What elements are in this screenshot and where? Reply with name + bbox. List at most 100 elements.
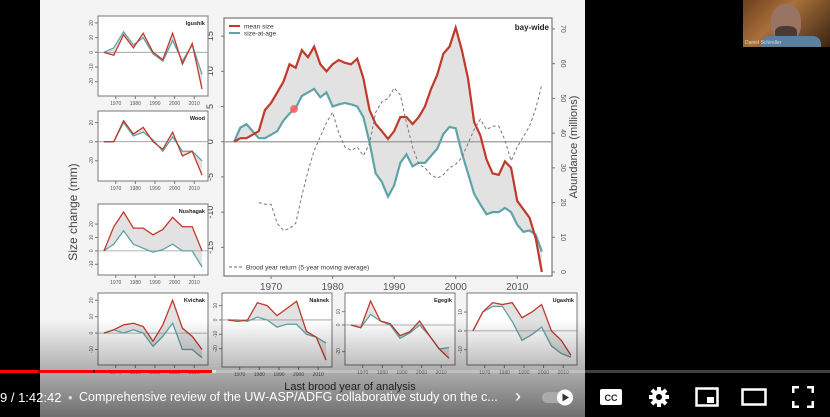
theater-icon (741, 388, 767, 406)
settings-button[interactable] (646, 384, 672, 410)
x-tick-label: 2000 (445, 282, 468, 293)
x-tick-label: 1980 (130, 280, 141, 286)
mean-size-line (233, 23, 543, 273)
y-tick-label: 20 (89, 20, 95, 26)
panel-frame (221, 292, 333, 368)
chapter-chevron-icon[interactable]: › (515, 386, 521, 406)
fullscreen-button[interactable] (790, 384, 816, 410)
brood-return-line (258, 84, 543, 231)
mean-size-line (103, 119, 203, 176)
x-tick-label: 1980 (130, 101, 141, 107)
gap-fill (350, 301, 450, 359)
y2-tick-label: 60 (559, 60, 566, 68)
miniplayer-button[interactable] (694, 384, 720, 410)
panel-frame (97, 15, 209, 97)
x-tick-label: 1970 (110, 280, 121, 286)
main-y-tick-label: 5 (205, 104, 215, 109)
y-tick-label: 0 (89, 140, 95, 143)
gear-icon (649, 387, 669, 407)
theater-mode-button[interactable] (741, 384, 767, 410)
panel-frame (97, 110, 209, 182)
progress-played (0, 370, 212, 373)
y-tick-label: -10 (89, 260, 95, 267)
autoplay-icon (542, 389, 573, 406)
y-tick-label: 0 (89, 331, 95, 334)
panel-title: bay-wide (515, 23, 550, 32)
x-tick-label: 2000 (169, 101, 180, 107)
y-tick-label: 10 (336, 309, 342, 315)
presenter-shirt (761, 36, 821, 47)
x-tick-label: 2010 (506, 282, 529, 293)
x-tick-label: 1970 (260, 282, 283, 293)
y-tick-label: 20 (89, 297, 95, 303)
legend-mean-size: mean size (244, 24, 274, 31)
x-tick-label: 1990 (149, 280, 160, 286)
mean-size-line (103, 210, 203, 252)
x-tick-label: 2000 (169, 280, 180, 286)
legend-brood-return: Brood year return (5-year moving average… (246, 265, 369, 272)
y-tick-label: 10 (89, 35, 95, 41)
y-tick-label: -10 (213, 330, 219, 337)
y2-tick-label: 50 (559, 94, 566, 102)
y-tick-label: 0 (89, 249, 95, 252)
svg-text:CC: CC (605, 393, 618, 403)
cursor-highlight (290, 105, 298, 113)
y2-tick-label: 10 (559, 233, 566, 241)
main-y-tick-label: -15 (205, 241, 215, 254)
x-tick-label: 1970 (110, 101, 121, 107)
y-tick-label: -10 (89, 63, 95, 70)
chapter-title[interactable]: Comprehensive review of the UW-ASP/ADFG … (79, 390, 498, 404)
x-tick-label: 1980 (130, 186, 141, 192)
y-tick-label: -10 (89, 346, 95, 353)
panel-title: Nushagak (179, 209, 206, 215)
main-y-tick-label: -5 (205, 173, 215, 181)
x-tick-label: 1990 (383, 282, 406, 293)
gap-fill (103, 212, 203, 267)
y2-tick-label: 30 (559, 164, 566, 172)
y-tick-label: -20 (89, 78, 95, 85)
panel-title: Naknek (309, 298, 330, 304)
chapter-marker (38, 370, 41, 373)
x-tick-label: 2010 (189, 280, 200, 286)
x-tick-label: 1980 (321, 282, 344, 293)
panel-title: Wood (190, 116, 205, 122)
autoplay-toggle[interactable] (540, 384, 576, 410)
y-tick-label: 0 (336, 323, 342, 326)
separator: • (68, 390, 73, 405)
size-at-age-line (233, 87, 543, 252)
y2-tick-label: 40 (559, 129, 566, 137)
panel-title: Ugashik (553, 298, 575, 304)
x-tick-label: 1990 (149, 186, 160, 192)
gap-fill (234, 27, 542, 272)
y-tick-label: 20 (89, 221, 95, 227)
gap-fill (227, 301, 327, 361)
size-at-age-line (103, 229, 203, 268)
main-y-tick-label: 10 (205, 66, 215, 76)
legend-size-at-age: size-at-age (244, 31, 277, 38)
progress-bar[interactable] (0, 370, 830, 373)
x-tick-label: 1990 (149, 101, 160, 107)
mean-size-line (103, 31, 203, 90)
y2-axis-title: Abundance (millions) (568, 96, 580, 199)
y-tick-label: 0 (89, 51, 95, 54)
y-tick-label: -20 (213, 345, 219, 352)
presentation-slide: Size change (mm) Last brood year of anal… (40, 0, 585, 417)
x-tick-label: 2010 (189, 186, 200, 192)
y-tick-label: 10 (458, 309, 464, 315)
subtitles-button[interactable]: CC (598, 384, 624, 410)
webcam-name: Daniel Schindler (745, 40, 782, 46)
y-tick-label: 0 (458, 329, 464, 332)
cc-icon: CC (600, 389, 622, 405)
y-tick-label: 10 (89, 314, 95, 320)
chapter-marker (92, 370, 95, 373)
main-y-tick-label: -10 (205, 206, 215, 219)
y-tick-label: 20 (89, 120, 95, 126)
main-y-tick-label: 0 (205, 139, 215, 144)
y2-tick-label: 70 (559, 25, 566, 33)
panel-title: Egegik (434, 298, 453, 304)
panel-title: Igushik (186, 21, 206, 27)
webcam-video: Daniel Schindler (743, 0, 830, 47)
y-tick-label: -20 (89, 157, 95, 164)
y2-tick-label: 20 (559, 199, 566, 207)
